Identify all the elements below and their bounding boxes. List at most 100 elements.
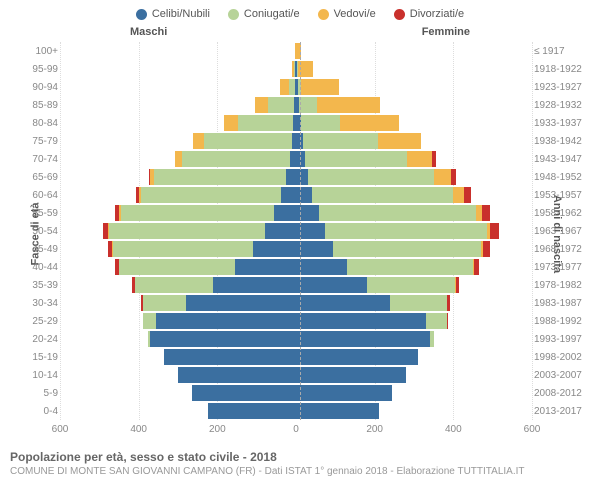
- age-row: 55-591958-1962: [60, 204, 532, 222]
- male-half: [60, 222, 296, 240]
- segment: [135, 277, 214, 292]
- segment: [426, 313, 448, 328]
- age-label: 40-44: [22, 262, 58, 273]
- age-label: 55-59: [22, 208, 58, 219]
- age-label: 20-24: [22, 334, 58, 345]
- bar: [296, 277, 459, 292]
- bar: [296, 133, 421, 148]
- segment: [268, 97, 294, 112]
- birth-label: 1918-1922: [534, 64, 592, 75]
- age-row: 95-991918-1922: [60, 60, 532, 78]
- bar: [296, 313, 448, 328]
- age-row: 85-891928-1932: [60, 96, 532, 114]
- x-tick: 0: [293, 424, 299, 435]
- segment: [299, 97, 317, 112]
- segment: [474, 259, 479, 274]
- segment: [296, 349, 418, 364]
- segment: [235, 259, 296, 274]
- legend-label: Coniugati/e: [244, 8, 300, 20]
- segment: [296, 259, 347, 274]
- birth-label: 2008-2012: [534, 388, 592, 399]
- bar: [193, 133, 296, 148]
- male-half: [60, 96, 296, 114]
- bar: [192, 385, 296, 400]
- age-row: 15-191998-2002: [60, 348, 532, 366]
- legend-dot: [136, 9, 147, 20]
- legend-dot: [228, 9, 239, 20]
- bar: [143, 313, 296, 328]
- male-half: [60, 366, 296, 384]
- age-label: 50-54: [22, 226, 58, 237]
- bar: [164, 349, 296, 364]
- segment: [464, 187, 471, 202]
- bar: [296, 385, 392, 400]
- female-half: [296, 204, 532, 222]
- female-half: [296, 96, 532, 114]
- bar: [208, 403, 297, 418]
- birth-label: 1968-1972: [534, 244, 592, 255]
- female-half: [296, 276, 532, 294]
- age-label: 25-29: [22, 316, 58, 327]
- bar: [178, 367, 296, 382]
- segment: [141, 187, 281, 202]
- bar: [141, 295, 296, 310]
- segment: [434, 169, 452, 184]
- bar: [296, 151, 436, 166]
- segment: [213, 277, 296, 292]
- segment: [175, 151, 182, 166]
- segment: [325, 223, 486, 238]
- age-row: 45-491968-1972: [60, 240, 532, 258]
- male-half: [60, 204, 296, 222]
- birth-label: 1963-1967: [534, 226, 592, 237]
- male-half: [60, 150, 296, 168]
- female-half: [296, 60, 532, 78]
- segment: [280, 79, 289, 94]
- age-row: 70-741943-1947: [60, 150, 532, 168]
- bar: [296, 259, 479, 274]
- birth-label: 1953-1957: [534, 190, 592, 201]
- age-label: 80-84: [22, 118, 58, 129]
- segment: [296, 169, 308, 184]
- bar: [224, 115, 296, 130]
- bar: [175, 151, 296, 166]
- female-half: [296, 222, 532, 240]
- chart-title: Popolazione per età, sesso e stato civil…: [10, 450, 590, 464]
- bar: [136, 187, 296, 202]
- segment: [296, 367, 406, 382]
- age-label: 0-4: [22, 406, 58, 417]
- birth-label: 1938-1942: [534, 136, 592, 147]
- male-half: [60, 294, 296, 312]
- female-half: [296, 348, 532, 366]
- segment: [296, 277, 367, 292]
- legend: Celibi/NubiliConiugati/eVedovi/eDivorzia…: [0, 0, 600, 24]
- pyramid-chart: Maschi Femmine Fasce di età Anni di nasc…: [0, 24, 600, 444]
- age-label: 100+: [22, 46, 58, 57]
- age-label: 75-79: [22, 136, 58, 147]
- segment: [305, 151, 407, 166]
- age-label: 70-74: [22, 154, 58, 165]
- age-label: 10-14: [22, 370, 58, 381]
- birth-label: 1943-1947: [534, 154, 592, 165]
- female-half: [296, 384, 532, 402]
- segment: [192, 385, 296, 400]
- x-tick: 600: [52, 424, 69, 435]
- segment: [308, 169, 434, 184]
- segment: [312, 187, 454, 202]
- age-label: 15-19: [22, 352, 58, 363]
- segment: [301, 115, 340, 130]
- segment: [265, 223, 296, 238]
- bar: [296, 187, 471, 202]
- female-half: [296, 258, 532, 276]
- segment: [164, 349, 296, 364]
- male-half: [60, 240, 296, 258]
- male-half: [60, 348, 296, 366]
- age-row: 30-341983-1987: [60, 294, 532, 312]
- segment: [483, 241, 490, 256]
- age-row: 10-142003-2007: [60, 366, 532, 384]
- segment: [390, 295, 447, 310]
- x-tick: 400: [130, 424, 147, 435]
- male-half: [60, 132, 296, 150]
- female-half: [296, 366, 532, 384]
- birth-label: 2013-2017: [534, 406, 592, 417]
- birth-label: 1933-1937: [534, 118, 592, 129]
